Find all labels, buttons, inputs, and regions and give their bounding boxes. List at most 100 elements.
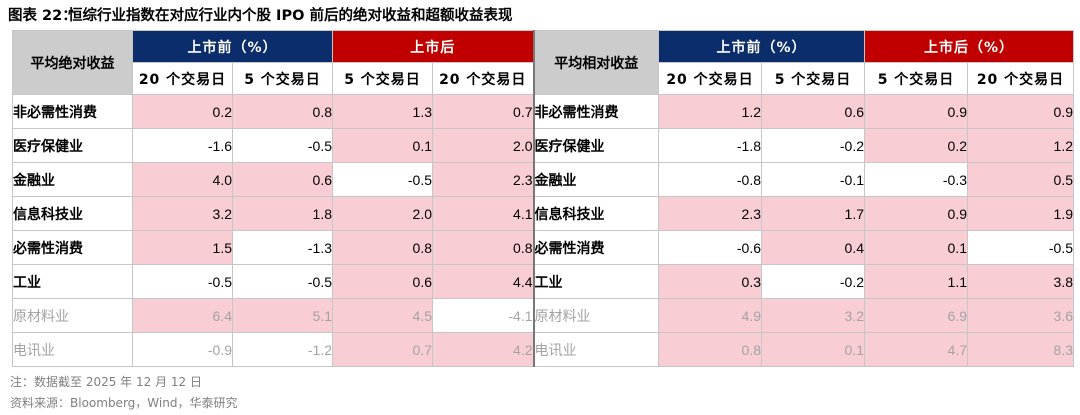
abs-return-cell: 4.2: [432, 332, 534, 367]
rel-return-cell: -0.3: [864, 162, 968, 197]
rel-return-cell: 3.2: [761, 298, 865, 333]
source-note: 资料来源：Bloomberg，Wind，华泰研究: [10, 396, 238, 410]
table-row: 原材料业 6.4 5.1 4.5 -4.1 原材料业 4.9 3.2 6.9 3.6: [12, 298, 1074, 333]
industry-label: 医疗保健业: [12, 128, 133, 163]
rel-return-cell: -0.1: [761, 162, 865, 197]
rel-return-cell: 6.9: [864, 298, 968, 333]
industry-label: 原材料业: [532, 298, 659, 333]
rel-return-cell: 1.9: [967, 196, 1074, 231]
footnote: 注：数据截至 2025 年 12 月 12 日: [10, 375, 202, 389]
industry-label: 必需性消费: [12, 230, 133, 265]
abs-return-cell: 0.1: [332, 128, 433, 163]
rel-return-cell: 1.2: [658, 94, 762, 129]
abs-period-header: 5 个交易日: [332, 62, 433, 95]
abs-return-cell: 0.8: [232, 94, 333, 129]
abs-return-cell: 6.4: [132, 298, 233, 333]
industry-label: 电讯业: [12, 332, 133, 367]
rel-return-cell: 0.1: [761, 332, 865, 367]
abs-period-header: 20 个交易日: [432, 62, 534, 95]
returns-table: 平均绝对收益 上市前（%） 上市后 平均相对收益 上市前（%） 上市后（%） 2…: [12, 30, 1074, 367]
abs-return-corner: 平均绝对收益: [12, 30, 133, 95]
rel-period-header: 20 个交易日: [967, 62, 1074, 95]
table-row: 电讯业 -0.9 -1.2 0.7 4.2 电讯业 0.8 0.1 4.7 8.3: [12, 332, 1074, 367]
rel-return-cell: -0.5: [967, 230, 1074, 265]
abs-return-cell: 4.4: [432, 264, 534, 299]
header-row-periods: 20 个交易日 5 个交易日 5 个交易日 20 个交易日 20 个交易日 5 …: [13, 62, 1074, 95]
rel-return-cell: 0.4: [761, 230, 865, 265]
abs-period-header: 20 个交易日: [132, 62, 233, 95]
industry-label: 原材料业: [12, 298, 133, 333]
abs-return-cell: 0.8: [332, 230, 433, 265]
abs-return-cell: 0.7: [432, 94, 534, 129]
rel-return-cell: -0.6: [658, 230, 762, 265]
abs-before-listing-header: 上市前（%）: [132, 30, 333, 63]
abs-return-cell: 4.0: [132, 162, 233, 197]
rel-return-cell: 2.3: [658, 196, 762, 231]
abs-return-cell: 1.5: [132, 230, 233, 265]
abs-return-cell: -0.5: [332, 162, 433, 197]
rel-return-cell: 4.7: [864, 332, 968, 367]
industry-label: 非必需性消费: [532, 94, 659, 129]
abs-return-cell: -0.5: [232, 128, 333, 163]
abs-after-listing-header: 上市后: [332, 30, 534, 63]
rel-return-cell: -0.8: [658, 162, 762, 197]
industry-label: 非必需性消费: [12, 94, 133, 129]
table-row: 信息科技业 3.2 1.8 2.0 4.1 信息科技业 2.3 1.7 0.9 1.9: [12, 196, 1074, 231]
abs-return-cell: -0.5: [132, 264, 233, 299]
abs-return-cell: 1.8: [232, 196, 333, 231]
rel-return-cell: 0.8: [658, 332, 762, 367]
abs-return-cell: 2.0: [332, 196, 433, 231]
figure-number: 图表 22：: [8, 8, 77, 24]
abs-return-cell: 0.2: [132, 94, 233, 129]
table-row: 医疗保健业 -1.6 -0.5 0.1 2.0 医疗保健业 -1.8 -0.2 0.2 1.2: [12, 128, 1074, 163]
rel-return-cell: -1.8: [658, 128, 762, 163]
industry-label: 工业: [12, 264, 133, 299]
header-row-groups: 平均绝对收益 上市前（%） 上市后 平均相对收益 上市前（%） 上市后（%）: [12, 30, 1074, 95]
abs-return-cell: -1.2: [232, 332, 333, 367]
industry-label: 金融业: [12, 162, 133, 197]
abs-return-cell: 3.2: [132, 196, 233, 231]
abs-return-cell: -0.5: [232, 264, 333, 299]
abs-return-cell: -1.3: [232, 230, 333, 265]
abs-period-header: 5 个交易日: [232, 62, 333, 95]
abs-return-cell: 4.5: [332, 298, 433, 333]
abs-return-cell: 2.3: [432, 162, 534, 197]
rel-return-cell: 0.9: [967, 94, 1074, 129]
rel-return-cell: 0.2: [864, 128, 968, 163]
industry-label: 金融业: [532, 162, 659, 197]
rel-return-cell: 3.6: [967, 298, 1074, 333]
rel-return-cell: -0.2: [761, 264, 865, 299]
table-row: 非必需性消费 0.2 0.8 1.3 0.7 非必需性消费 1.2 0.6 0.9 0.9: [12, 94, 1074, 129]
abs-return-cell: 2.0: [432, 128, 534, 163]
industry-label: 信息科技业: [532, 196, 659, 231]
rel-return-cell: 0.5: [967, 162, 1074, 197]
industry-label: 工业: [532, 264, 659, 299]
table-row: 必需性消费 1.5 -1.3 0.8 0.8 必需性消费 -0.6 0.4 0.1 -0.5: [12, 230, 1074, 265]
abs-return-cell: 0.8: [432, 230, 534, 265]
abs-return-cell: -4.1: [432, 298, 534, 333]
table-row: 金融业 4.0 0.6 -0.5 2.3 金融业 -0.8 -0.1 -0.3 0.5: [12, 162, 1074, 197]
rel-after-listing-header: 上市后（%）: [864, 30, 1074, 63]
industry-label: 信息科技业: [12, 196, 133, 231]
industry-label: 电讯业: [532, 332, 659, 367]
rel-return-cell: 4.9: [658, 298, 762, 333]
rel-period-header: 5 个交易日: [864, 62, 968, 95]
abs-return-cell: 0.7: [332, 332, 433, 367]
abs-return-cell: 5.1: [232, 298, 333, 333]
rel-return-cell: 0.1: [864, 230, 968, 265]
abs-return-cell: -1.6: [132, 128, 233, 163]
rel-return-cell: 8.3: [967, 332, 1074, 367]
rel-return-cell: 0.9: [864, 196, 968, 231]
table-row: 工业 -0.5 -0.5 0.6 4.4 工业 0.3 -0.2 1.1 3.8: [12, 264, 1074, 299]
abs-return-cell: -0.9: [132, 332, 233, 367]
rel-return-cell: 0.3: [658, 264, 762, 299]
abs-return-cell: 0.6: [332, 264, 433, 299]
rel-return-cell: 1.7: [761, 196, 865, 231]
rel-before-listing-header: 上市前（%）: [658, 30, 865, 63]
abs-return-cell: 1.3: [332, 94, 433, 129]
rel-period-header: 5 个交易日: [761, 62, 865, 95]
rel-return-cell: 1.2: [967, 128, 1074, 163]
abs-return-cell: 0.6: [232, 162, 333, 197]
industry-label: 医疗保健业: [532, 128, 659, 163]
rel-return-corner: 平均相对收益: [532, 30, 659, 95]
